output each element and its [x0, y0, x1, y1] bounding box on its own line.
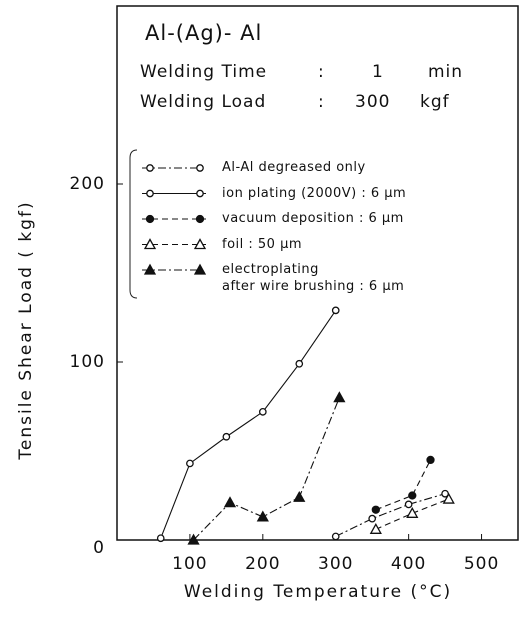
- data-point: [256, 510, 269, 522]
- legend-marker: [193, 238, 207, 250]
- legend-label: electroplating after wire brushing : 6 μ…: [222, 262, 405, 294]
- data-point: [331, 306, 340, 315]
- data-point: [408, 491, 417, 500]
- data-point: [223, 496, 237, 508]
- data-point: [369, 522, 382, 534]
- data-point: [406, 506, 419, 518]
- y-tick-label: 200: [70, 174, 105, 194]
- data-point: [258, 407, 267, 416]
- legend-label: Al-Al degreased only: [222, 160, 366, 175]
- condition-sep: :: [318, 92, 325, 112]
- data-point: [368, 514, 377, 523]
- legend-marker: [196, 189, 204, 198]
- y-axis-label: Tensile Shear Load ( kgf): [16, 200, 36, 460]
- series-line: [160, 310, 337, 539]
- legend-bracket: [129, 149, 138, 299]
- legend-label: vacuum deposition : 6 μm: [222, 211, 404, 226]
- data-point: [187, 533, 200, 545]
- plot-frame: [116, 5, 519, 541]
- x-tick-label: 100: [172, 554, 207, 574]
- legend-label: ion plating (2000V) : 6 μm: [222, 185, 407, 201]
- series-line: [335, 493, 446, 537]
- data-point: [333, 391, 346, 403]
- data-point: [293, 490, 306, 502]
- x-tick-label: 400: [391, 554, 426, 574]
- data-point: [156, 534, 165, 543]
- condition-label: Welding Load: [140, 92, 266, 112]
- y-tick-label: 0: [93, 538, 105, 558]
- condition-unit: kgf: [420, 92, 450, 112]
- condition-sep: :: [318, 62, 325, 82]
- x-tick-label: 300: [318, 554, 353, 574]
- condition-value: 1: [372, 62, 384, 82]
- series-line: [375, 459, 431, 511]
- chart-title: Al-(Ag)- Al: [145, 21, 262, 45]
- y-tick-label: 100: [70, 352, 105, 372]
- data-point: [371, 505, 380, 514]
- legend-label: foil : 50 μm: [222, 236, 303, 252]
- data-point: [426, 455, 435, 465]
- legend-marker: [195, 214, 205, 224]
- data-point: [404, 500, 413, 509]
- data-point: [442, 492, 455, 504]
- legend-marker: [196, 164, 204, 172]
- x-axis-label: Welding Temperature (°C): [184, 582, 452, 602]
- condition-label: Welding Time: [140, 62, 267, 82]
- legend-marker: [145, 214, 155, 224]
- legend-marker: [143, 238, 157, 250]
- legend-marker: [146, 189, 154, 198]
- legend-marker: [146, 164, 154, 172]
- series-line: [375, 498, 449, 530]
- legend-marker: [143, 263, 157, 275]
- data-point: [186, 459, 194, 468]
- condition-value: 300: [355, 92, 390, 112]
- x-tick-label: 200: [245, 554, 280, 574]
- data-point: [295, 359, 304, 368]
- legend-marker: [193, 263, 207, 275]
- condition-unit: min: [428, 62, 463, 82]
- data-point: [331, 532, 340, 541]
- data-point: [222, 432, 231, 441]
- x-tick-label: 500: [464, 554, 499, 574]
